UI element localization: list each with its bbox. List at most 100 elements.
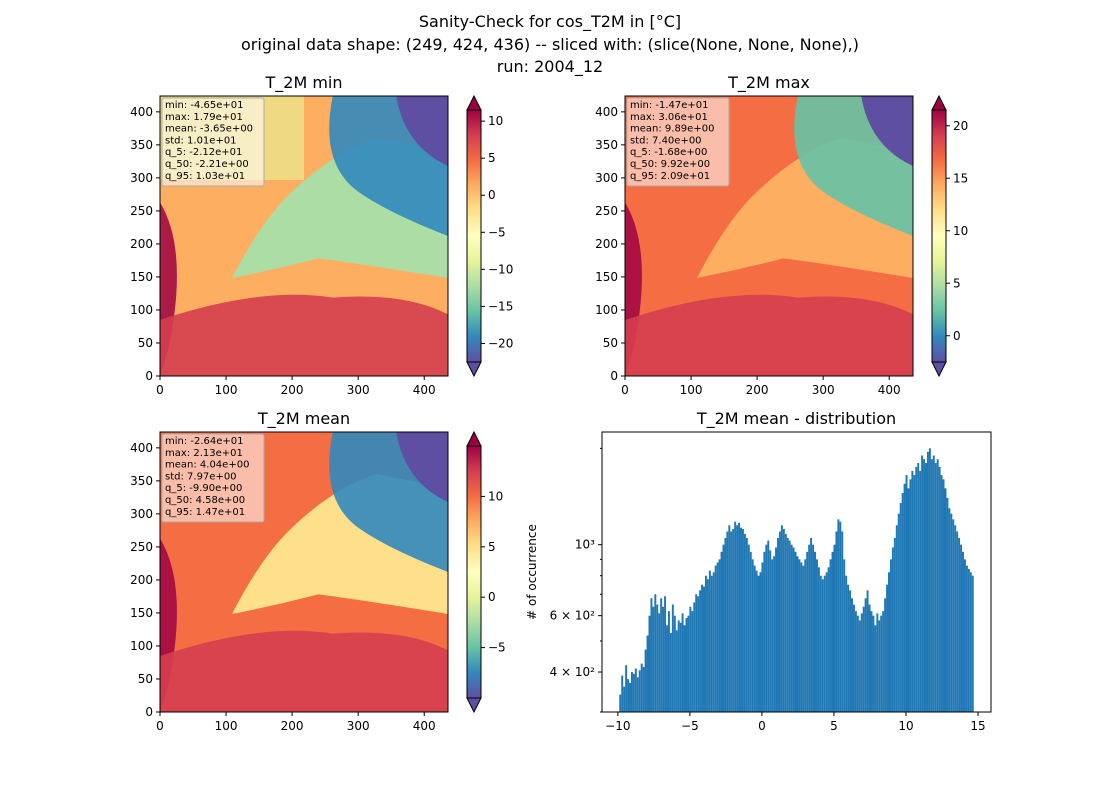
map-arctic — [396, 96, 448, 166]
histogram-bar — [862, 606, 865, 712]
histogram-bar — [942, 479, 945, 712]
histogram-bar — [819, 575, 822, 712]
histogram-bar — [730, 531, 733, 712]
histogram-bar — [673, 615, 676, 712]
x-tick-label: 0 — [621, 383, 629, 397]
colorbar-tick-label: 10 — [953, 224, 968, 238]
map-arctic — [396, 432, 448, 502]
x-tick-label: 10 — [898, 719, 913, 733]
histogram-bar — [967, 568, 970, 712]
histogram-bar — [852, 604, 855, 712]
stats-line: q_5: -2.12e+01 — [165, 147, 242, 158]
y-tick-label: 300 — [130, 171, 153, 185]
colorbar-extend-top — [931, 94, 947, 111]
colorbar-tick-label: 0 — [953, 329, 961, 343]
histogram-bar — [685, 618, 688, 712]
colorbar-tick-label: 20 — [953, 119, 968, 133]
y-tick-label: 200 — [130, 237, 153, 251]
stats-line: min: -2.64e+01 — [165, 436, 244, 447]
histogram-bar — [741, 528, 744, 712]
colorbar-frame — [466, 109, 482, 363]
histogram-bar — [683, 625, 686, 712]
histogram-bar — [728, 525, 731, 712]
histogram-bar — [667, 611, 670, 712]
histogram-bar — [866, 590, 869, 712]
y-tick-label: 100 — [130, 639, 153, 653]
histogram-bar — [814, 551, 816, 712]
histogram-bar — [722, 544, 725, 712]
stats-line: max: 1.79e+01 — [165, 112, 243, 123]
histogram-bar — [699, 590, 702, 712]
histogram-bar — [701, 584, 704, 712]
histogram-bar — [810, 537, 813, 712]
stats-line: mean: -3.65e+00 — [165, 124, 253, 135]
histogram-bar — [917, 463, 920, 712]
histogram-bar — [689, 606, 692, 712]
map-arctic — [861, 96, 913, 166]
histogram-bar — [938, 466, 941, 712]
histogram-bar — [780, 525, 783, 712]
y-tick-label: 400 — [130, 441, 153, 455]
y-tick-label: 50 — [138, 672, 153, 686]
y-tick-label: 400 — [130, 105, 153, 119]
histogram-bar — [868, 604, 871, 712]
histogram-bar — [870, 611, 873, 712]
histogram-bar — [915, 466, 918, 712]
histogram-bar — [851, 598, 853, 712]
histogram-bar — [940, 475, 943, 712]
histogram-bar — [952, 519, 955, 712]
histogram-bar — [854, 611, 857, 712]
histogram-bar — [660, 598, 663, 712]
histogram-bar — [821, 579, 824, 712]
y-tick-label: 200 — [595, 237, 618, 251]
histogram-bar — [963, 559, 966, 712]
histogram-bar — [907, 488, 910, 712]
histogram-bar — [841, 531, 844, 712]
subplot-title: T_2M mean — [257, 409, 350, 429]
x-tick-label: 100 — [215, 719, 238, 733]
histogram-bar — [876, 613, 879, 712]
histogram-bar — [874, 625, 877, 712]
subplot-title: T_2M max — [727, 73, 810, 93]
histogram-bar — [936, 459, 939, 712]
histogram-bar — [796, 556, 799, 712]
x-tick-label: 400 — [413, 719, 436, 733]
histogram-bar — [788, 540, 791, 712]
x-tick-label: 300 — [347, 383, 370, 397]
histogram-bar — [903, 483, 906, 712]
histogram-bar — [833, 544, 836, 712]
histogram-bar — [827, 567, 830, 712]
histogram-bar — [644, 649, 647, 712]
histogram-bar — [743, 533, 746, 712]
histogram-bar — [911, 470, 914, 712]
histogram-bar — [751, 559, 754, 712]
histogram-bar — [925, 463, 927, 712]
histogram-bar — [652, 606, 655, 712]
histogram-bar — [738, 522, 741, 712]
histogram-bar — [625, 665, 628, 712]
y-tick-label: 400 — [595, 105, 618, 119]
colorbar-tick-label: −10 — [488, 262, 513, 276]
histogram-bar — [664, 596, 667, 712]
map-south-warm — [625, 294, 913, 376]
histogram-bar — [650, 598, 653, 712]
histogram-bar — [895, 525, 898, 712]
histogram-bar — [704, 575, 707, 712]
y-tick-label: 4 × 10² — [550, 665, 596, 679]
histogram-bar — [724, 537, 727, 712]
histogram-bar — [691, 611, 694, 712]
histogram-bar — [634, 668, 637, 712]
histogram-bar — [669, 632, 672, 712]
histogram-bar — [662, 606, 665, 712]
colorbar-tick-label: −15 — [488, 299, 513, 313]
x-tick-label: 400 — [878, 383, 901, 397]
colorbar-tick-label: 10 — [488, 489, 503, 503]
histogram-bar — [802, 565, 805, 712]
colorbar-tick-label: 5 — [488, 540, 496, 554]
histogram-bar — [817, 567, 820, 712]
histogram-bar — [950, 513, 953, 712]
histogram-bar — [755, 570, 758, 712]
histogram-bar — [845, 575, 848, 712]
histogram-bar — [675, 630, 678, 712]
histogram-bar — [716, 562, 719, 712]
